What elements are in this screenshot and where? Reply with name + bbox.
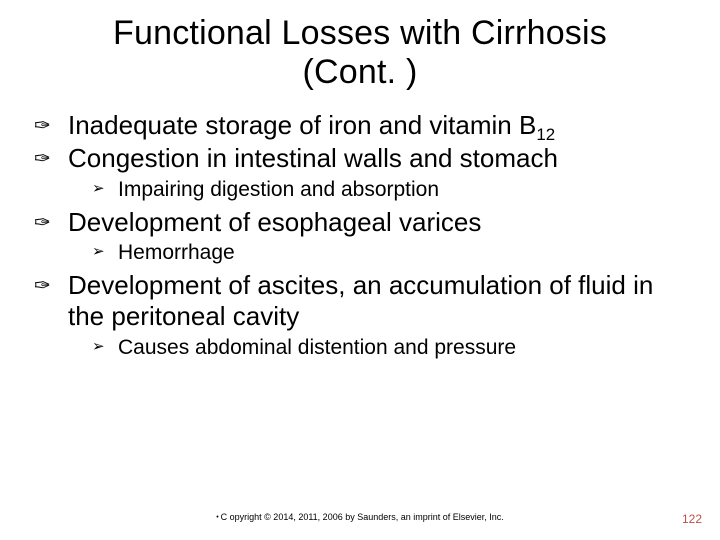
bullet-icon: ✑ [34,207,68,235]
arrow-icon: ➢ [92,335,118,357]
bullet-icon: ✑ [34,270,68,298]
page-number: 122 [682,512,702,526]
sub-bullet-text: Impairing digestion and absorption [118,177,686,203]
bullet-icon: ✑ [34,143,68,171]
bullet-text: Development of ascites, an accumulation … [68,270,686,332]
footer-text: C opyright © 2014, 2011, 2006 by Saunder… [221,512,504,522]
bullet-item: ✑ Inadequate storage of iron and vitamin… [34,110,686,141]
bullet-text: Inadequate storage of iron and vitamin B… [68,110,686,141]
sub-bullet-item: ➢ Causes abdominal distention and pressu… [92,335,686,361]
arrow-icon: ➢ [92,177,118,199]
sub-bullet-item: ➢ Impairing digestion and absorption [92,177,686,203]
slide-title: Functional Losses with Cirrhosis (Cont. … [0,0,720,92]
sub-bullet-text: Hemorrhage [118,240,686,266]
subscript: 12 [536,125,555,144]
bullet-item: ✑ Development of ascites, an accumulatio… [34,270,686,332]
text-fragment: Inadequate storage of iron and vitamin B [68,110,536,140]
bullet-text: Development of esophageal varices [68,207,686,238]
bullet-item: ✑ Development of esophageal varices [34,207,686,238]
bullet-item: ✑ Congestion in intestinal walls and sto… [34,143,686,174]
title-line-2: (Cont. ) [303,53,418,91]
sub-bullet-item: ➢ Hemorrhage [92,240,686,266]
bullet-text: Congestion in intestinal walls and stoma… [68,143,686,174]
title-line-1: Functional Losses with Cirrhosis [113,14,607,52]
arrow-icon: ➢ [92,240,118,262]
copyright-footer: •C opyright © 2014, 2011, 2006 by Saunde… [0,512,720,522]
sub-bullet-text: Causes abdominal distention and pressure [118,335,686,361]
slide: Functional Losses with Cirrhosis (Cont. … [0,0,720,540]
bullet-icon: ✑ [34,110,68,138]
slide-body: ✑ Inadequate storage of iron and vitamin… [0,92,720,361]
dot-icon: • [216,514,218,521]
